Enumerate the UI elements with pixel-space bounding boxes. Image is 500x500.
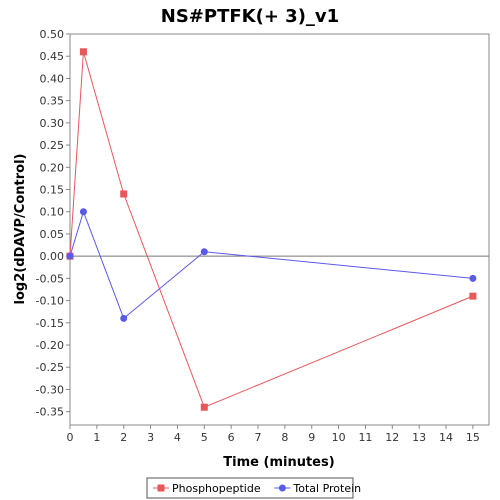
legend-label: Phosphopeptide	[172, 482, 261, 495]
x-tick-label: 6	[228, 431, 235, 444]
data-point	[469, 274, 477, 282]
y-tick-label: 0.40	[40, 72, 65, 85]
x-tick-label: 10	[332, 431, 346, 444]
data-point	[469, 292, 477, 300]
y-tick-label: 0.50	[40, 28, 65, 41]
y-tick-label: -0.15	[36, 317, 64, 330]
x-tick-label: 7	[255, 431, 262, 444]
y-tick-label: -0.30	[36, 383, 64, 396]
data-point	[66, 252, 74, 260]
chart-title: NS#PTFK(+ 3)_v1	[161, 6, 339, 27]
x-tick-label: 14	[439, 431, 453, 444]
x-tick-label: 15	[466, 431, 480, 444]
x-axis: 0 1 2 3 4 5 6 7 8 9 10 11 12 13 14 15	[67, 425, 480, 444]
x-axis-label: Time (minutes)	[223, 455, 334, 470]
y-tick-label: 0.00	[40, 250, 65, 263]
data-point	[120, 314, 128, 322]
series-total-protein	[66, 208, 477, 322]
x-tick-label: 12	[385, 431, 399, 444]
legend: Phosphopeptide Total Protein	[146, 477, 361, 499]
data-point	[79, 48, 87, 56]
legend-marker	[157, 484, 165, 492]
legend-box	[146, 477, 354, 499]
y-tick-label: 0.20	[40, 161, 65, 174]
y-tick-label: 0.30	[40, 117, 65, 130]
x-tick-label: 0	[67, 431, 74, 444]
x-tick-label: 11	[358, 431, 372, 444]
series-layer	[66, 48, 477, 411]
legend-marker	[278, 484, 286, 492]
y-tick-label: 0.15	[40, 184, 65, 197]
data-point	[200, 403, 208, 411]
legend-item: Phosphopeptide	[153, 482, 261, 495]
x-tick-label: 3	[147, 431, 154, 444]
y-tick-label: 0.35	[40, 95, 65, 108]
y-axis-label: log2(dDAVP/Control)	[13, 154, 28, 305]
data-point	[120, 190, 128, 198]
y-tick-label: 0.45	[40, 50, 65, 63]
x-tick-label: 13	[412, 431, 426, 444]
y-tick-label: -0.35	[36, 406, 64, 419]
y-tick-label: -0.20	[36, 339, 64, 352]
data-point	[200, 248, 208, 256]
legend-label: Total Protein	[292, 482, 361, 495]
y-tick-label: -0.05	[36, 272, 64, 285]
x-tick-label: 4	[174, 431, 181, 444]
x-tick-label: 8	[281, 431, 288, 444]
legend-item: Total Protein	[274, 482, 361, 495]
x-tick-label: 2	[120, 431, 127, 444]
x-tick-label: 5	[201, 431, 208, 444]
plot-area	[69, 33, 490, 426]
x-tick-label: 9	[308, 431, 315, 444]
y-tick-label: 0.05	[40, 228, 65, 241]
data-point	[79, 208, 87, 216]
y-tick-label: 0.10	[40, 206, 65, 219]
y-tick-label: 0.25	[40, 139, 65, 152]
y-axis: 0.50 0.45 0.40 0.35 0.30 0.25 0.20 0.15 0.10 0.05…	[36, 28, 70, 419]
y-tick-label: -0.10	[36, 295, 64, 308]
x-tick-label: 1	[93, 431, 100, 444]
y-tick-label: -0.25	[36, 361, 64, 374]
